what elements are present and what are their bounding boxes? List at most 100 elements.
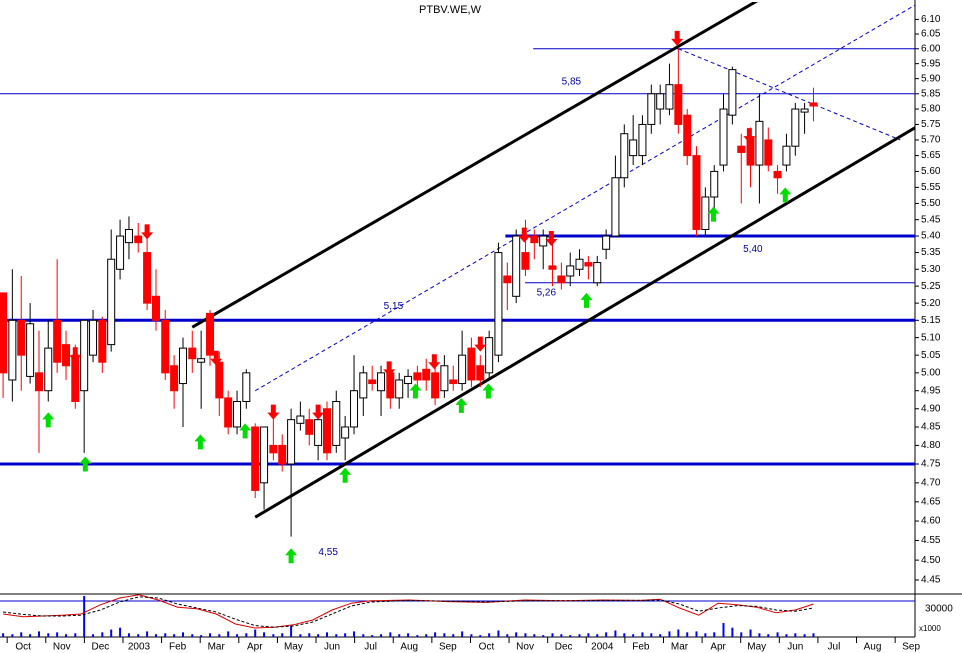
buy-arrow <box>42 412 55 428</box>
candle-body <box>143 252 152 304</box>
candle-body <box>530 235 539 244</box>
buy-arrow <box>455 397 468 413</box>
candle-body <box>134 235 143 244</box>
candle-body <box>377 372 386 392</box>
oscillator-line <box>3 596 814 628</box>
y-tick-label: 5.40 <box>921 231 941 242</box>
y-tick-label: 5.05 <box>921 350 941 361</box>
candle-body <box>314 419 323 446</box>
candle-body <box>494 252 503 356</box>
candle-body <box>161 319 170 374</box>
x-tick-label: Oct <box>479 642 495 653</box>
x-tick-label: Jun <box>324 642 340 653</box>
candle-body <box>224 397 233 428</box>
x-tick-label: Feb <box>632 642 650 653</box>
candle-body <box>521 252 530 270</box>
candle-body <box>197 358 206 363</box>
annotation: 4,55 <box>318 547 338 558</box>
sell-arrow <box>383 361 396 377</box>
x-tick-label: Jul <box>828 642 841 653</box>
y-tick-label: 5.90 <box>921 73 941 84</box>
candle-body <box>755 120 764 166</box>
candle-body <box>413 372 422 381</box>
annotation: 5,15 <box>384 301 404 312</box>
candle-body <box>602 235 611 250</box>
candle-body <box>629 139 638 157</box>
candle-body <box>791 108 800 147</box>
candle-body <box>809 102 818 107</box>
candle-body <box>170 365 179 392</box>
candle-body <box>233 401 242 428</box>
candle-body <box>512 235 521 297</box>
sell-arrow <box>518 227 531 243</box>
y-tick-label: 5.60 <box>921 166 941 177</box>
price-panel: 5,85 5,40 5,26 5,15 4,55 <box>0 2 915 564</box>
candle-body <box>359 372 368 399</box>
sell-arrow <box>428 354 441 370</box>
y-tick-label: 5.00 <box>921 367 941 378</box>
trend-line <box>254 4 915 392</box>
y-tick-label: 4.75 <box>921 459 941 470</box>
y-tick-label: 5.35 <box>921 247 941 258</box>
candle-body <box>431 372 440 399</box>
candle-body <box>350 390 359 428</box>
x-tick-label: Jul <box>364 642 377 653</box>
candle-body <box>395 379 404 399</box>
y-tick-label: 4.60 <box>921 516 941 527</box>
x-tick-label: Jun <box>787 642 803 653</box>
x-tick-label: 2003 <box>128 642 151 653</box>
y-tick-label: 5.95 <box>921 58 941 69</box>
candle-body <box>422 368 431 381</box>
y-tick-label: 5.70 <box>921 135 941 146</box>
candle-body <box>449 379 458 385</box>
y-tick-label: 4.95 <box>921 385 941 396</box>
y-tick-label: 5.80 <box>921 104 941 115</box>
candle-body <box>62 344 71 367</box>
candle-body <box>34 372 43 392</box>
candle-body <box>332 401 341 446</box>
candle-body <box>124 228 133 244</box>
candle-body <box>188 347 197 360</box>
x-tick-label: Feb <box>169 642 187 653</box>
trend-line <box>678 48 901 141</box>
candle-body <box>151 295 160 321</box>
candle-body <box>305 419 314 435</box>
candle-body <box>440 365 449 392</box>
buy-arrow <box>194 434 207 450</box>
candle-body <box>386 372 395 399</box>
x-tick-label: 2004 <box>591 642 614 653</box>
x-tick-label: Dec <box>555 642 573 653</box>
y-tick-label: 6.10 <box>921 14 941 25</box>
candle-body <box>674 84 683 125</box>
candle-body <box>458 354 467 385</box>
candle-body <box>701 196 710 230</box>
buy-arrow <box>707 206 720 222</box>
candle-body <box>782 145 791 166</box>
candle-body <box>296 415 305 424</box>
candle-body <box>44 347 53 392</box>
x-tick-label: Sep <box>902 642 920 653</box>
candle-body <box>215 361 224 399</box>
candle-body <box>503 275 512 284</box>
y-tick-label: 4.70 <box>921 477 941 488</box>
y-tick-label: 6.05 <box>921 29 941 40</box>
y-tick-label: 4.50 <box>921 555 941 566</box>
x-tick-label: Mar <box>208 642 226 653</box>
candle-body <box>800 108 809 113</box>
sell-arrow <box>267 404 280 420</box>
buy-arrow <box>239 423 252 439</box>
x-tick-label: Apr <box>710 642 726 653</box>
y-tick-label: 5.10 <box>921 332 941 343</box>
y-tick-label: 5.20 <box>921 298 941 309</box>
x-tick-label: May <box>284 642 303 653</box>
y-tick-label: 4.90 <box>921 403 941 414</box>
candle-body <box>323 408 332 454</box>
candle-body <box>611 177 620 237</box>
candle-body <box>26 323 35 377</box>
sell-arrow <box>671 30 684 46</box>
candle-body <box>467 347 476 381</box>
candle-body <box>260 426 269 484</box>
candle-body <box>575 258 584 270</box>
